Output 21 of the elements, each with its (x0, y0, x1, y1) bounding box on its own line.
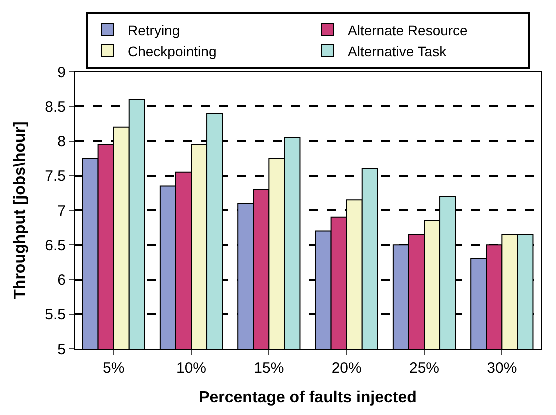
y-tick-label: 7 (58, 202, 66, 220)
x-tick-label: 15% (254, 360, 284, 377)
y-tick-label: 6 (58, 272, 66, 289)
y-tick-label: 7.5 (45, 168, 66, 186)
x-tick-label: 25% (409, 360, 440, 377)
x-tick-label: 10% (176, 360, 207, 377)
legend-label: Retrying (128, 22, 180, 38)
x-tick-label: 20% (332, 360, 362, 377)
y-tick-label: 9 (58, 64, 66, 82)
x-tick-label: 30% (487, 360, 518, 377)
y-tick-label: 8.5 (45, 98, 66, 116)
y-tick-label: 5.5 (45, 306, 66, 324)
legend-label: Checkpointing (128, 43, 217, 60)
x-tick-label: 5% (102, 360, 125, 377)
legend-label: Alternate Resource (348, 22, 468, 38)
y-axis-title: Throughput [jobs\hour] (12, 122, 30, 300)
y-tick-label: 5 (58, 341, 66, 358)
y-tick-label: 6.5 (45, 237, 66, 254)
y-tick-label: 8 (58, 134, 66, 150)
legend-label: Alternative Task (348, 43, 448, 60)
x-axis-title: Percentage of faults injected (199, 390, 417, 407)
